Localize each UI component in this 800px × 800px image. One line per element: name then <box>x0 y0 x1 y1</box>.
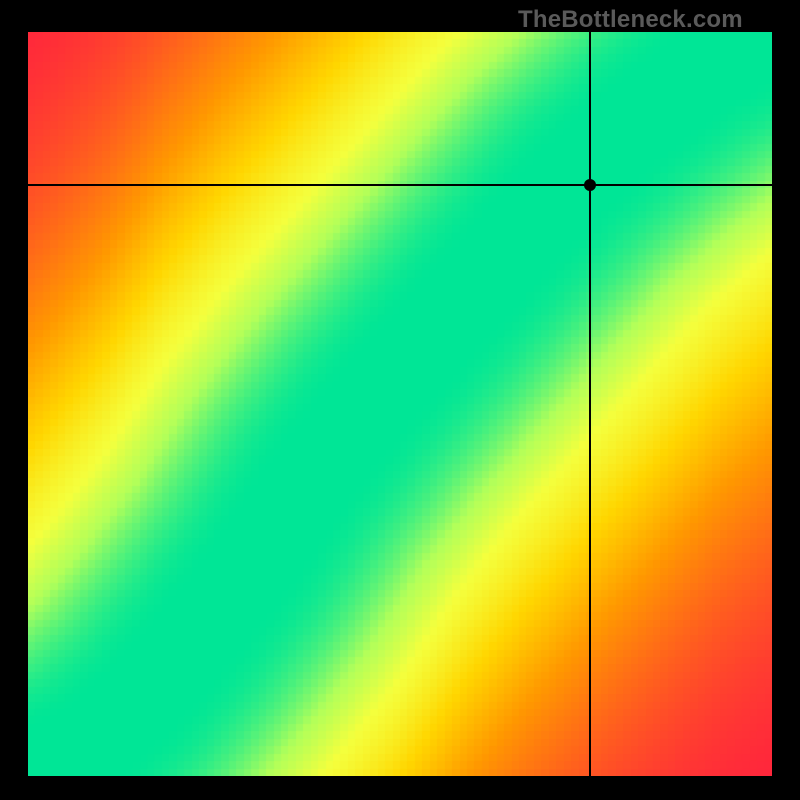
crosshair-horizontal <box>28 184 772 186</box>
chart-container: { "type": "heatmap", "source_watermark":… <box>0 0 800 800</box>
crosshair-vertical <box>589 32 591 776</box>
heatmap-canvas <box>28 32 772 776</box>
watermark-text: TheBottleneck.com <box>518 6 743 34</box>
crosshair-marker <box>584 179 596 191</box>
